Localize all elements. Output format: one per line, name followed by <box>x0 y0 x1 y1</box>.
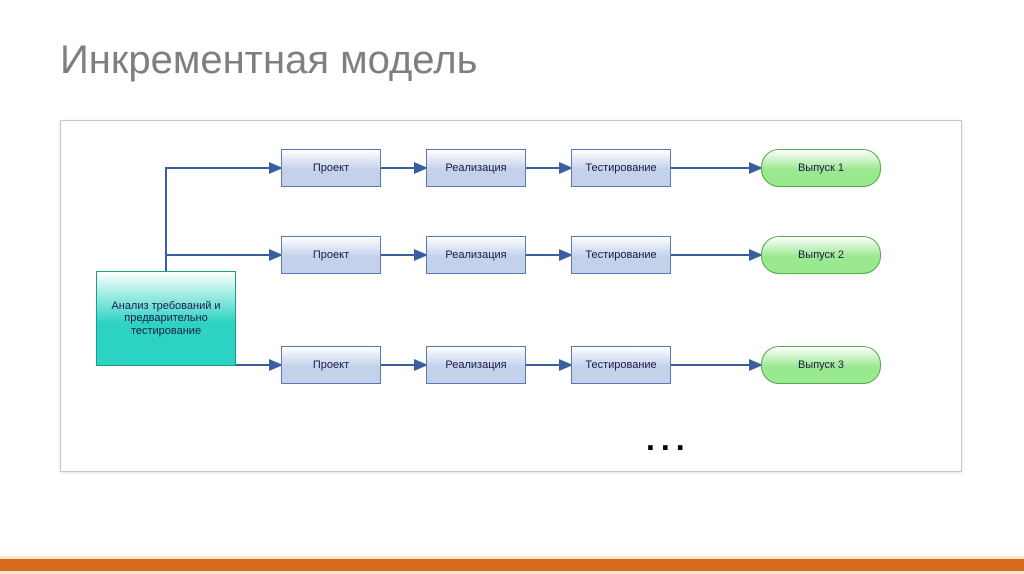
node-v2: Выпуск 2 <box>761 236 881 274</box>
slide-title: Инкрементная модель <box>60 38 477 83</box>
edge-analysis-p1 <box>166 168 281 271</box>
diagram-container: Анализ требований и предварительно тести… <box>60 120 962 472</box>
node-v3: Выпуск 3 <box>761 346 881 384</box>
node-v1: Выпуск 1 <box>761 149 881 187</box>
edge-analysis-p2 <box>166 255 281 271</box>
slide: Инкрементная модель Анализ требований и … <box>0 0 1024 574</box>
node-r3: Реализация <box>426 346 526 384</box>
node-t3: Тестирование <box>571 346 671 384</box>
footer-bar <box>0 556 1024 574</box>
node-t1: Тестирование <box>571 149 671 187</box>
node-analysis: Анализ требований и предварительно тести… <box>96 271 236 366</box>
node-p2: Проект <box>281 236 381 274</box>
footer-bar-accent <box>0 559 1024 571</box>
node-r2: Реализация <box>426 236 526 274</box>
node-t2: Тестирование <box>571 236 671 274</box>
node-p1: Проект <box>281 149 381 187</box>
node-p3: Проект <box>281 346 381 384</box>
ellipsis: ... <box>646 421 691 458</box>
node-r1: Реализация <box>426 149 526 187</box>
